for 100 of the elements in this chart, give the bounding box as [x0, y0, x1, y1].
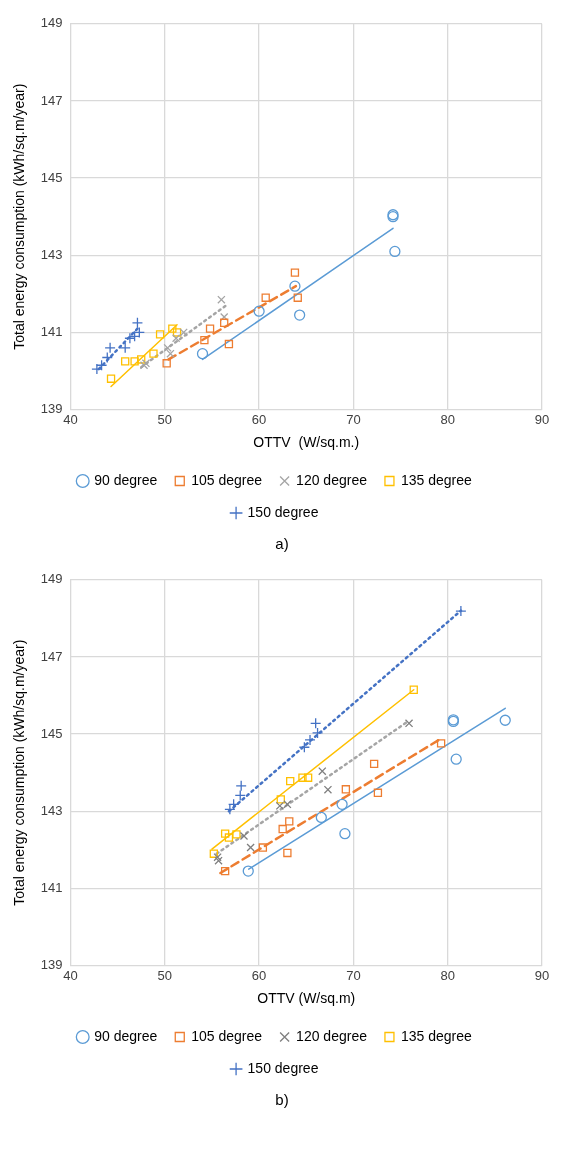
y-tick-label: 141: [40, 324, 63, 340]
point: [133, 326, 145, 339]
point: [290, 268, 300, 277]
point: [293, 309, 306, 321]
point: [304, 734, 316, 746]
y-tick-label: 149: [40, 571, 63, 587]
legend-label: 120 degree: [296, 1027, 368, 1044]
point: [293, 293, 302, 302]
x-axis-title: OTTV (W/sq.m): [257, 990, 356, 1007]
point: [373, 788, 383, 797]
point: [275, 801, 285, 811]
point: [311, 727, 324, 739]
point: [106, 374, 116, 383]
point: [242, 865, 254, 877]
y-tick-label: 147: [40, 648, 63, 664]
point: [239, 831, 249, 841]
point: [220, 866, 230, 876]
legend-label: 90 degree: [94, 471, 158, 488]
y-axis-title: Total energy consumption (kWh/sq.m/year): [11, 83, 28, 350]
point: [130, 357, 139, 366]
y-tick-label: 139: [40, 957, 63, 973]
point: [450, 753, 462, 765]
point: [283, 800, 292, 809]
legend-label: 135 degree: [400, 1027, 472, 1044]
point: [499, 714, 511, 726]
point: [104, 342, 116, 354]
y-tick-label: 143: [40, 246, 63, 262]
point: [224, 339, 234, 349]
point: [131, 317, 144, 329]
point: [285, 817, 294, 826]
legend-label: 105 degree: [191, 471, 263, 488]
point: [298, 773, 307, 782]
point: [336, 798, 348, 810]
x-tick-label: 70: [346, 411, 361, 427]
point: [278, 824, 287, 834]
point: [246, 843, 255, 852]
point: [205, 324, 215, 333]
y-tick-label: 147: [40, 92, 63, 108]
point: [455, 605, 467, 617]
point: [234, 789, 246, 802]
point: [213, 853, 222, 862]
x-tick-label: 80: [440, 411, 455, 427]
x-tick-label: 50: [157, 411, 173, 427]
point: [436, 739, 446, 748]
point: [119, 342, 131, 354]
y-tick-label: 145: [40, 725, 63, 741]
point: [179, 328, 188, 337]
x-tick-label: 60: [251, 411, 267, 427]
point: [149, 349, 158, 358]
point: [171, 334, 181, 343]
point: [323, 785, 333, 794]
x-axis-title: OTTV (W/sq.m.): [253, 434, 360, 451]
point: [220, 318, 229, 327]
point: [200, 335, 209, 345]
point: [224, 833, 234, 842]
point: [214, 856, 223, 865]
x-tick-label: 90: [534, 967, 550, 983]
x-tick-label: 80: [440, 967, 455, 983]
point: [341, 785, 351, 794]
y-tick-label: 139: [40, 401, 63, 417]
x-tick-label: 50: [157, 967, 173, 983]
point: [155, 330, 165, 339]
point: [303, 773, 313, 782]
point: [409, 685, 418, 694]
point: [196, 348, 209, 360]
point: [220, 829, 230, 838]
x-tick-label: 40: [63, 967, 78, 983]
legend-label: 150 degree: [247, 503, 319, 520]
point: [101, 351, 113, 364]
point: [217, 295, 226, 304]
x-tick-label: 70: [346, 967, 361, 983]
legend-label: 135 degree: [400, 471, 472, 488]
text: a): [274, 534, 290, 554]
point: [286, 777, 295, 786]
legend-label: 150 degree: [247, 1059, 319, 1076]
point: [261, 293, 270, 302]
x-tick-label: 40: [63, 411, 78, 427]
point: [318, 766, 327, 776]
x-tick-label: 90: [534, 411, 550, 427]
point: [258, 843, 268, 852]
point: [137, 355, 146, 364]
point: [339, 828, 351, 840]
point: [283, 848, 292, 858]
y-tick-label: 145: [40, 169, 63, 185]
point: [310, 717, 322, 729]
x-tick-label: 60: [251, 967, 267, 983]
point: [315, 811, 327, 824]
point: [253, 305, 265, 317]
point: [121, 357, 130, 366]
text: b): [274, 1090, 290, 1110]
legend-label: 90 degree: [94, 1027, 158, 1044]
point: [289, 280, 301, 292]
point: [298, 741, 311, 753]
legend-label: 120 degree: [296, 471, 368, 488]
point: [404, 719, 414, 728]
point: [276, 795, 285, 804]
y-tick-label: 143: [40, 802, 63, 818]
y-tick-label: 149: [40, 15, 63, 31]
point: [232, 830, 241, 839]
y-tick-label: 141: [40, 880, 63, 896]
